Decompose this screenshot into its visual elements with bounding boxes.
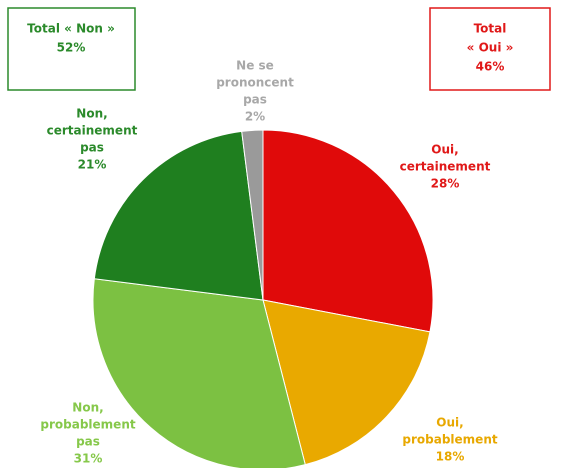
- slice-label: prononcent: [216, 76, 294, 90]
- total-label: « Oui »: [467, 41, 514, 55]
- pie-slice: [92, 278, 306, 468]
- slice-label: pas: [80, 141, 104, 155]
- pie-slice: [93, 130, 264, 301]
- total-label: 52%: [57, 41, 86, 55]
- slice-label: Oui,: [431, 143, 458, 157]
- slice-label: pas: [243, 93, 267, 107]
- slice-label: certainement: [400, 160, 491, 174]
- slice-value-label: 28%: [431, 177, 460, 191]
- total-label: 46%: [476, 60, 505, 74]
- pie-slice: [241, 129, 264, 301]
- slice-value-label: 18%: [436, 450, 465, 464]
- slice-label: probablement: [40, 418, 135, 432]
- pie-slice: [262, 129, 434, 333]
- slice-label: probablement: [402, 433, 497, 447]
- slice-value-label: 31%: [74, 452, 103, 466]
- pie-slice: [262, 299, 431, 466]
- total-label: Total « Non »: [27, 22, 115, 36]
- slice-label: Non,: [72, 401, 103, 415]
- slice-label: certainement: [47, 124, 138, 138]
- total-oui-box: [429, 7, 551, 91]
- slice-label: Non,: [76, 107, 107, 121]
- slice-label: Ne se: [236, 59, 274, 73]
- slice-label: Oui,: [436, 416, 463, 430]
- total-non-box: [7, 7, 136, 91]
- total-label: Total: [474, 22, 507, 36]
- slice-label: pas: [76, 435, 100, 449]
- slice-value-label: 2%: [245, 110, 265, 124]
- slice-value-label: 21%: [78, 158, 107, 172]
